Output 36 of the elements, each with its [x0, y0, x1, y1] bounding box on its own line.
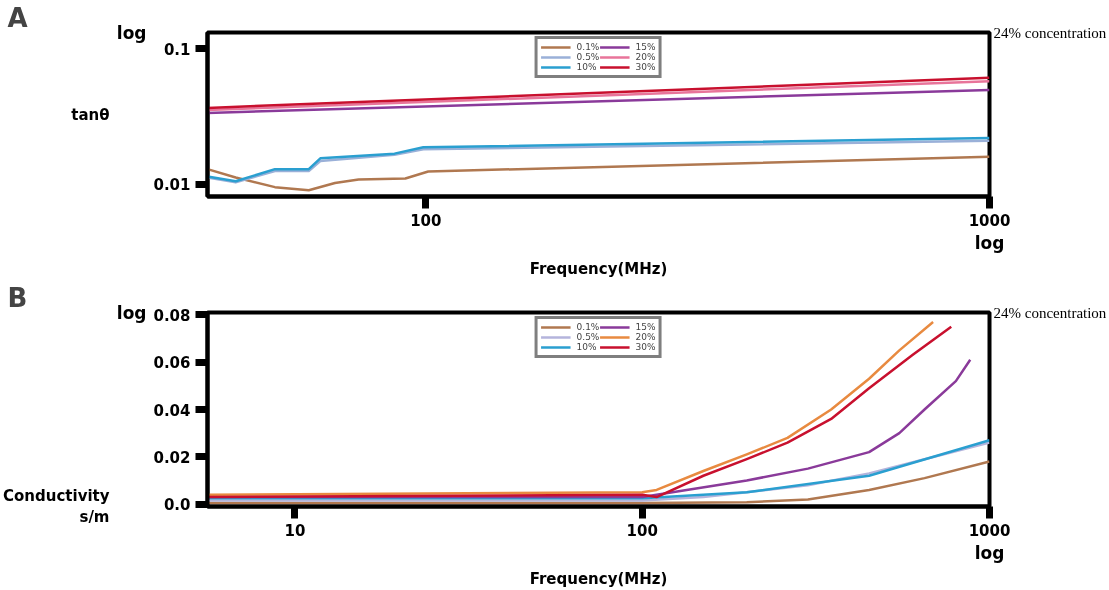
y-axis-title: Conductivity s/m: [3, 486, 110, 527]
legend-label: 30%: [635, 62, 656, 72]
x-tick-label: 100: [626, 521, 658, 540]
legend-label: 0.5%: [576, 332, 600, 342]
text: log: [116, 22, 147, 43]
text: log: [116, 302, 147, 323]
y-tick-label: 0.08: [153, 306, 191, 325]
chart-title: B: [7, 282, 28, 313]
legend-label: 0.5%: [576, 52, 600, 62]
x-tick-label: 1000: [968, 521, 1011, 540]
x-axis-title: Frequency(MHz): [529, 569, 668, 588]
legend-label: 10%: [576, 342, 597, 352]
y-axis-title: tanθ: [71, 105, 110, 124]
x-tick-label: 1000: [968, 211, 1011, 230]
legend-label: 0.1%: [576, 42, 600, 52]
legend-label: 0.1%: [576, 322, 600, 332]
legend-label: 20%: [635, 52, 656, 62]
y-tick-label: 0.1: [163, 40, 191, 59]
text: log: [974, 232, 1005, 253]
y-tick-label: 0.04: [153, 401, 191, 420]
y-tick-label: 0.06: [153, 354, 191, 373]
legend-label: 15%: [635, 322, 656, 332]
y-tick-label: 0.01: [153, 176, 191, 195]
legend-label: 10%: [576, 62, 597, 72]
legend-label: 15%: [635, 42, 656, 52]
legend-label: 20%: [635, 332, 656, 342]
text: log: [974, 542, 1005, 563]
x-tick-label: 100: [410, 211, 442, 230]
y-tick-label: 0.0: [163, 496, 191, 515]
legend-label: 30%: [635, 342, 656, 352]
chart-title: A: [7, 2, 28, 33]
x-tick-label: 10: [284, 521, 306, 540]
y-tick-label: 0.02: [153, 448, 191, 467]
text: 24% concentration: [993, 304, 1107, 321]
x-axis-title: Frequency(MHz): [529, 259, 668, 278]
text: 24% concentration: [993, 24, 1107, 41]
